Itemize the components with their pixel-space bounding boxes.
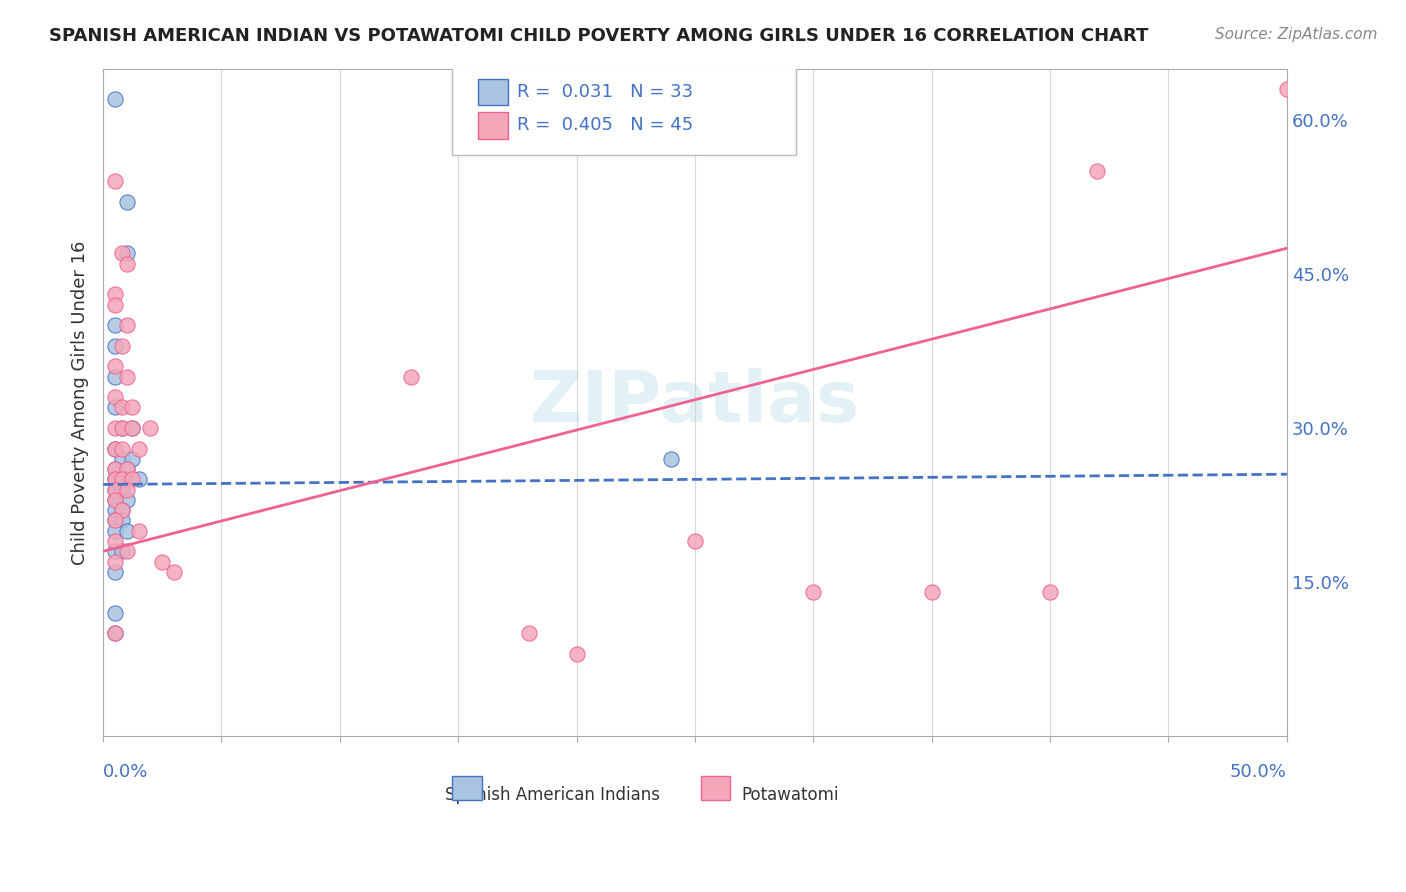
- Text: Source: ZipAtlas.com: Source: ZipAtlas.com: [1215, 27, 1378, 42]
- Point: [104, 533, 127, 548]
- Point: [104, 287, 127, 301]
- Point: [104, 524, 127, 538]
- Text: ZIPatlas: ZIPatlas: [530, 368, 860, 437]
- FancyBboxPatch shape: [453, 62, 796, 155]
- Point: [104, 92, 127, 106]
- Point: [111, 503, 134, 517]
- Point: [121, 421, 143, 435]
- Point: [104, 369, 127, 384]
- Point: [115, 369, 138, 384]
- Point: [104, 442, 127, 456]
- Point: [104, 401, 127, 415]
- Point: [104, 298, 127, 312]
- Point: [104, 174, 127, 188]
- Text: 0.0%: 0.0%: [103, 763, 149, 780]
- Point: [104, 606, 127, 620]
- Point: [1275, 82, 1298, 96]
- Text: 50.0%: 50.0%: [1230, 763, 1286, 780]
- Point: [104, 390, 127, 404]
- Point: [115, 524, 138, 538]
- Point: [111, 451, 134, 466]
- Point: [104, 626, 127, 640]
- Point: [104, 565, 127, 579]
- Bar: [702, 776, 731, 799]
- Text: SPANISH AMERICAN INDIAN VS POTAWATOMI CHILD POVERTY AMONG GIRLS UNDER 16 CORRELA: SPANISH AMERICAN INDIAN VS POTAWATOMI CH…: [49, 27, 1149, 45]
- Point: [659, 451, 682, 466]
- Point: [111, 513, 134, 527]
- Point: [115, 195, 138, 210]
- Point: [104, 513, 127, 527]
- Point: [115, 462, 138, 476]
- Point: [163, 565, 186, 579]
- Point: [115, 257, 138, 271]
- Point: [111, 339, 134, 353]
- Point: [115, 492, 138, 507]
- Point: [1087, 164, 1109, 178]
- Point: [115, 318, 138, 333]
- Point: [104, 492, 127, 507]
- Point: [104, 513, 127, 527]
- Point: [111, 246, 134, 260]
- Point: [111, 421, 134, 435]
- Point: [115, 246, 138, 260]
- Point: [111, 442, 134, 456]
- Point: [111, 401, 134, 415]
- Y-axis label: Child Poverty Among Girls Under 16: Child Poverty Among Girls Under 16: [72, 240, 89, 565]
- Point: [111, 503, 134, 517]
- Point: [111, 544, 134, 558]
- Point: [104, 555, 127, 569]
- Point: [104, 318, 127, 333]
- Point: [115, 462, 138, 476]
- Point: [115, 483, 138, 497]
- Point: [104, 483, 127, 497]
- Point: [121, 472, 143, 486]
- Point: [104, 472, 127, 486]
- Point: [104, 544, 127, 558]
- Point: [565, 647, 588, 661]
- Point: [104, 442, 127, 456]
- Point: [104, 626, 127, 640]
- Point: [115, 544, 138, 558]
- Point: [104, 472, 127, 486]
- Point: [111, 483, 134, 497]
- Point: [128, 442, 150, 456]
- Point: [104, 492, 127, 507]
- Bar: [478, 78, 508, 105]
- Text: R =  0.031   N = 33: R = 0.031 N = 33: [517, 83, 693, 101]
- Point: [150, 555, 173, 569]
- Point: [111, 472, 134, 486]
- Point: [1039, 585, 1062, 599]
- Text: Potawatomi: Potawatomi: [741, 786, 838, 805]
- Point: [517, 626, 540, 640]
- Point: [104, 462, 127, 476]
- Point: [104, 359, 127, 374]
- Point: [121, 401, 143, 415]
- Bar: [453, 776, 482, 799]
- Point: [683, 533, 706, 548]
- Point: [111, 421, 134, 435]
- Point: [128, 524, 150, 538]
- Point: [121, 421, 143, 435]
- Point: [104, 462, 127, 476]
- Point: [399, 369, 422, 384]
- Point: [104, 503, 127, 517]
- Point: [104, 421, 127, 435]
- Point: [111, 472, 134, 486]
- Text: Spanish American Indians: Spanish American Indians: [446, 786, 661, 805]
- Text: R =  0.405   N = 45: R = 0.405 N = 45: [517, 116, 693, 135]
- Point: [104, 339, 127, 353]
- Point: [128, 472, 150, 486]
- Bar: [478, 112, 508, 138]
- Point: [121, 451, 143, 466]
- Point: [921, 585, 943, 599]
- Point: [139, 421, 162, 435]
- Point: [801, 585, 824, 599]
- Point: [104, 483, 127, 497]
